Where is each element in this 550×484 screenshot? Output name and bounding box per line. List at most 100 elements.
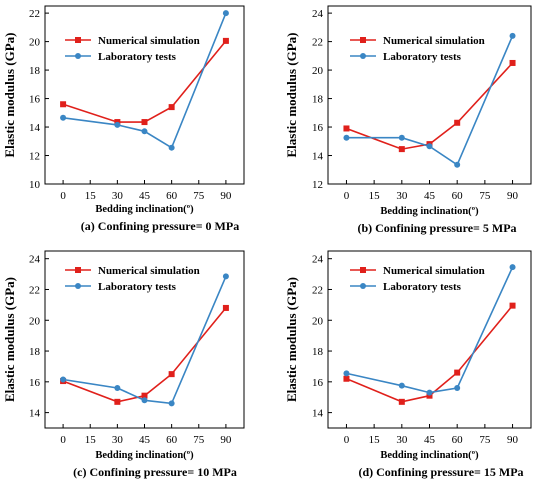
x-tick-label: 15 (369, 434, 381, 446)
x-axis-label: Bedding inclination(º) (380, 450, 479, 461)
x-tick-label: 90 (507, 190, 519, 202)
y-tick-label: 22 (29, 284, 40, 296)
data-point (60, 114, 67, 121)
x-axis-label: Bedding inclination(º) (95, 450, 194, 461)
data-point (426, 392, 433, 399)
data-point (426, 389, 433, 396)
data-point (141, 392, 148, 399)
chart-panel-0: 10 12 14 16 18 20 22 0 15 30 45 60 75 90 Bedding incli… (2, 5, 245, 233)
legend-label-1: Laboratory tests (383, 51, 462, 63)
y-tick-label: 18 (29, 346, 41, 358)
chart-panel-1: 12 14 16 18 20 22 24 0 15 30 45 60 75 90 Bedding incli… (284, 5, 532, 235)
legend-marker-0 (75, 267, 81, 273)
data-point (222, 273, 229, 280)
data-point (454, 119, 461, 126)
data-point (398, 134, 405, 141)
legend-marker-1 (75, 283, 81, 289)
data-point (222, 10, 229, 17)
y-tick-label: 20 (312, 315, 324, 327)
y-tick-label: 16 (312, 377, 324, 389)
x-tick-label: 15 (369, 190, 381, 202)
panel-caption: (b) Confining pressure= 5 MPa (357, 221, 516, 235)
plot-frame (327, 5, 532, 185)
data-point (168, 144, 175, 151)
y-tick-label: 14 (312, 408, 324, 420)
y-axis-label: Elastic modulus (GPa) (284, 277, 299, 402)
x-tick-label: 0 (344, 434, 350, 446)
x-tick-label: 30 (112, 190, 124, 202)
y-tick-label: 12 (312, 179, 323, 191)
x-tick-label: 75 (193, 190, 205, 202)
legend-marker-1 (360, 53, 366, 59)
x-axis-label: Bedding inclination(º) (380, 206, 479, 217)
x-tick-label: 45 (424, 434, 436, 446)
legend-label-0: Numerical simulation (383, 265, 485, 277)
x-tick-label: 75 (479, 190, 491, 202)
data-point (60, 376, 67, 383)
legend-marker-1 (360, 283, 366, 289)
y-tick-label: 24 (29, 254, 41, 266)
y-tick-label: 24 (312, 8, 324, 20)
data-point (168, 104, 175, 111)
data-point (454, 384, 461, 391)
data-point (343, 375, 350, 382)
y-tick-label: 12 (29, 151, 40, 163)
x-tick-label: 45 (139, 434, 151, 446)
y-axis-label: Elastic modulus (GPa) (2, 277, 17, 402)
x-tick-label: 90 (507, 434, 519, 446)
data-point (168, 371, 175, 378)
data-point (141, 397, 148, 404)
y-axis-label: Elastic modulus (GPa) (284, 33, 299, 158)
x-tick-label: 60 (452, 434, 464, 446)
legend-marker-0 (360, 267, 366, 273)
legend-label-0: Numerical simulation (98, 35, 200, 47)
x-tick-label: 90 (220, 434, 232, 446)
x-tick-label: 90 (220, 190, 232, 202)
data-point (141, 119, 148, 126)
panel-caption: (c) Confining pressure= 10 MPa (73, 465, 237, 479)
x-tick-label: 30 (396, 434, 408, 446)
data-point (343, 125, 350, 132)
y-tick-label: 16 (29, 94, 41, 106)
y-tick-label: 14 (29, 122, 41, 134)
x-tick-label: 60 (166, 190, 178, 202)
x-axis-label: Bedding inclination(º) (95, 204, 194, 215)
y-tick-label: 20 (29, 315, 41, 327)
legend-label-1: Laboratory tests (383, 281, 462, 293)
y-tick-label: 18 (312, 94, 324, 106)
x-tick-label: 0 (344, 190, 350, 202)
y-tick-label: 20 (312, 65, 324, 77)
x-tick-label: 45 (139, 190, 151, 202)
data-point (398, 382, 405, 389)
data-point (222, 37, 229, 44)
y-tick-label: 22 (312, 284, 323, 296)
legend-marker-0 (75, 37, 81, 43)
data-point (398, 398, 405, 405)
legend-label-1: Laboratory tests (98, 51, 177, 63)
data-point (426, 143, 433, 150)
y-tick-label: 16 (312, 122, 324, 134)
legend-label-1: Laboratory tests (98, 281, 177, 293)
x-tick-label: 30 (112, 434, 124, 446)
data-point (141, 128, 148, 135)
x-tick-label: 60 (166, 434, 178, 446)
panel-caption: (d) Confining pressure= 15 MPa (358, 465, 523, 479)
data-point (454, 369, 461, 376)
chart-panel-2: 14 16 18 20 22 24 0 15 30 45 60 75 90 Bedding inclina… (2, 250, 245, 479)
data-point (509, 32, 516, 39)
y-tick-label: 20 (29, 37, 41, 49)
data-point (343, 370, 350, 377)
x-tick-label: 15 (85, 190, 97, 202)
legend-label-0: Numerical simulation (383, 35, 485, 47)
data-point (509, 302, 516, 309)
data-point (509, 264, 516, 271)
y-tick-label: 22 (312, 37, 323, 49)
legend-marker-0 (360, 37, 366, 43)
x-tick-label: 0 (60, 190, 66, 202)
x-tick-label: 60 (452, 190, 464, 202)
series-line-1 (62, 12, 227, 149)
data-point (114, 121, 121, 128)
plot-frame (44, 5, 245, 185)
y-tick-label: 14 (29, 408, 41, 420)
